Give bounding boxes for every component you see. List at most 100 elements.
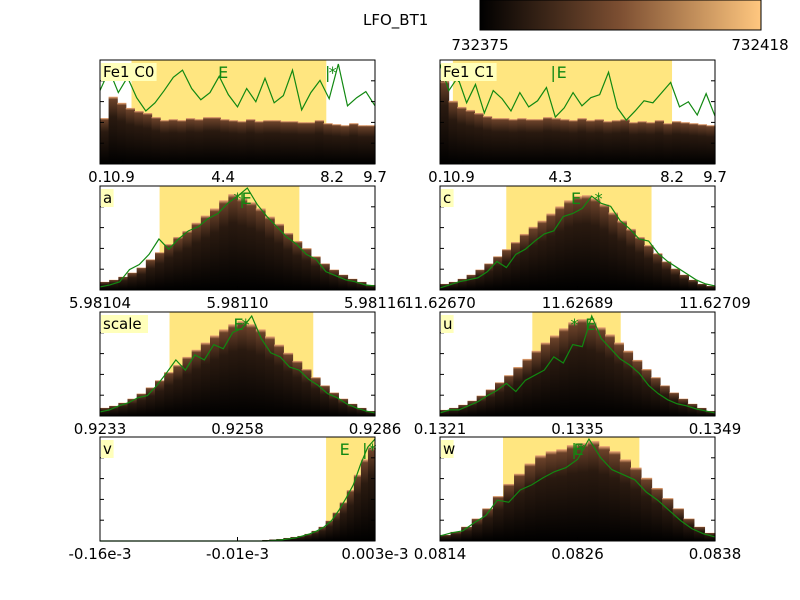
histogram-bar xyxy=(185,118,196,164)
x-tick-label: 0.9258 xyxy=(211,420,264,438)
histogram-bar xyxy=(577,118,587,164)
histogram-bar xyxy=(652,253,663,290)
histogram-bar xyxy=(654,120,665,164)
histogram-bar xyxy=(134,110,144,164)
marker-e: E xyxy=(340,440,350,459)
histogram-bar xyxy=(484,263,494,290)
panel-title: v xyxy=(103,440,112,458)
histogram-bar xyxy=(320,263,330,290)
histogram-bar xyxy=(663,123,673,164)
histogram-bar xyxy=(340,125,350,164)
histogram-bar xyxy=(611,120,622,164)
histogram-bar xyxy=(125,107,135,164)
x-tick-label: 0.1 xyxy=(428,168,452,186)
histogram-bar xyxy=(289,121,299,164)
histogram-bar xyxy=(608,212,619,290)
histogram-bar xyxy=(118,402,129,416)
panel-title-box xyxy=(101,440,114,458)
histogram-bar xyxy=(467,400,478,416)
histogram-bar xyxy=(304,533,313,541)
histogram-bar xyxy=(669,392,679,416)
chart-panel-5: E* scale 0.9233 0.9258 0.9286 xyxy=(74,311,401,438)
histogram-bar xyxy=(619,459,631,541)
panel-title-box xyxy=(101,189,114,207)
histogram-bar xyxy=(366,125,376,164)
histogram-bar xyxy=(637,121,647,164)
panel-title-box xyxy=(101,63,157,81)
histogram-bar xyxy=(566,445,579,541)
histogram-bar xyxy=(365,410,376,416)
histogram-bar xyxy=(697,283,707,290)
histogram-bar xyxy=(310,256,321,290)
histogram-bar xyxy=(474,113,484,164)
histogram-bar xyxy=(500,118,510,164)
x-tick-label: 0.0814 xyxy=(414,545,467,563)
histogram-bar xyxy=(448,100,458,164)
histogram-bar xyxy=(706,285,716,290)
histogram-bar xyxy=(301,369,312,416)
histogram-bar xyxy=(310,377,321,416)
panel-title-box xyxy=(441,440,454,458)
histogram-bar xyxy=(283,232,294,290)
histogram-bar xyxy=(493,256,503,290)
histogram-bar xyxy=(461,526,473,541)
histogram-bar xyxy=(109,279,119,290)
histogram-bar xyxy=(495,382,505,416)
x-tick-label: 11.62670 xyxy=(404,294,476,312)
histogram-bar xyxy=(540,342,551,416)
colorbar-max-label: 732418 xyxy=(731,36,788,54)
histogram-bar xyxy=(314,120,325,164)
x-tick-label: 11.62709 xyxy=(679,294,751,312)
histogram-bar xyxy=(265,336,275,416)
histogram-bar xyxy=(320,385,330,416)
histogram-bar xyxy=(292,360,303,416)
panel-title: a xyxy=(103,189,112,207)
histogram-bar xyxy=(290,536,299,541)
histogram-bar xyxy=(280,121,290,164)
histogram-bar xyxy=(142,113,153,164)
histogram-bar xyxy=(545,451,557,541)
histogram-bar xyxy=(485,389,496,416)
histogram-bar xyxy=(353,474,362,541)
histogram-bar xyxy=(543,117,553,164)
histogram-bar xyxy=(693,526,706,541)
x-tick-label: 0.1335 xyxy=(551,420,604,438)
marker-star: * xyxy=(595,189,603,208)
histogram-bar xyxy=(173,365,184,416)
histogram-bar xyxy=(482,508,494,541)
histogram-bar xyxy=(182,356,193,416)
histogram-bar xyxy=(164,244,174,290)
colorbar-min-label: 732375 xyxy=(451,36,508,54)
axes-frame xyxy=(99,59,376,165)
histogram-bar xyxy=(704,532,716,541)
histogram-bar xyxy=(265,216,275,290)
histogram-bar xyxy=(504,375,514,416)
histogram-bar xyxy=(211,117,221,164)
histogram-bar xyxy=(108,96,118,164)
histogram-bar xyxy=(297,535,306,541)
histogram-bar xyxy=(271,120,282,164)
histogram-bar xyxy=(306,122,316,164)
histogram-bar xyxy=(237,321,248,416)
x-tick-label: 5.98116 xyxy=(344,294,406,312)
histogram-bar xyxy=(127,272,138,290)
histogram-bar xyxy=(594,119,604,164)
histogram-bar xyxy=(522,358,533,416)
histogram-bar xyxy=(679,274,689,290)
axes-frame xyxy=(439,59,716,165)
x-tick-label: 0.0826 xyxy=(551,545,604,563)
histogram-bar xyxy=(531,350,542,416)
histogram-bar xyxy=(503,483,515,541)
histogram-bar xyxy=(347,278,358,290)
histogram-bar xyxy=(560,119,570,164)
panel-title: Fe1 C0 xyxy=(103,63,154,81)
series-line xyxy=(439,314,716,414)
histogram-bar xyxy=(339,502,348,541)
series-line xyxy=(439,437,716,538)
x-tick-label: 4.3 xyxy=(548,168,572,186)
panel-title: Fe1 C1 xyxy=(443,63,494,81)
histogram-bar xyxy=(491,118,501,164)
marker-e: E xyxy=(574,440,584,459)
histogram-bar xyxy=(517,118,527,164)
